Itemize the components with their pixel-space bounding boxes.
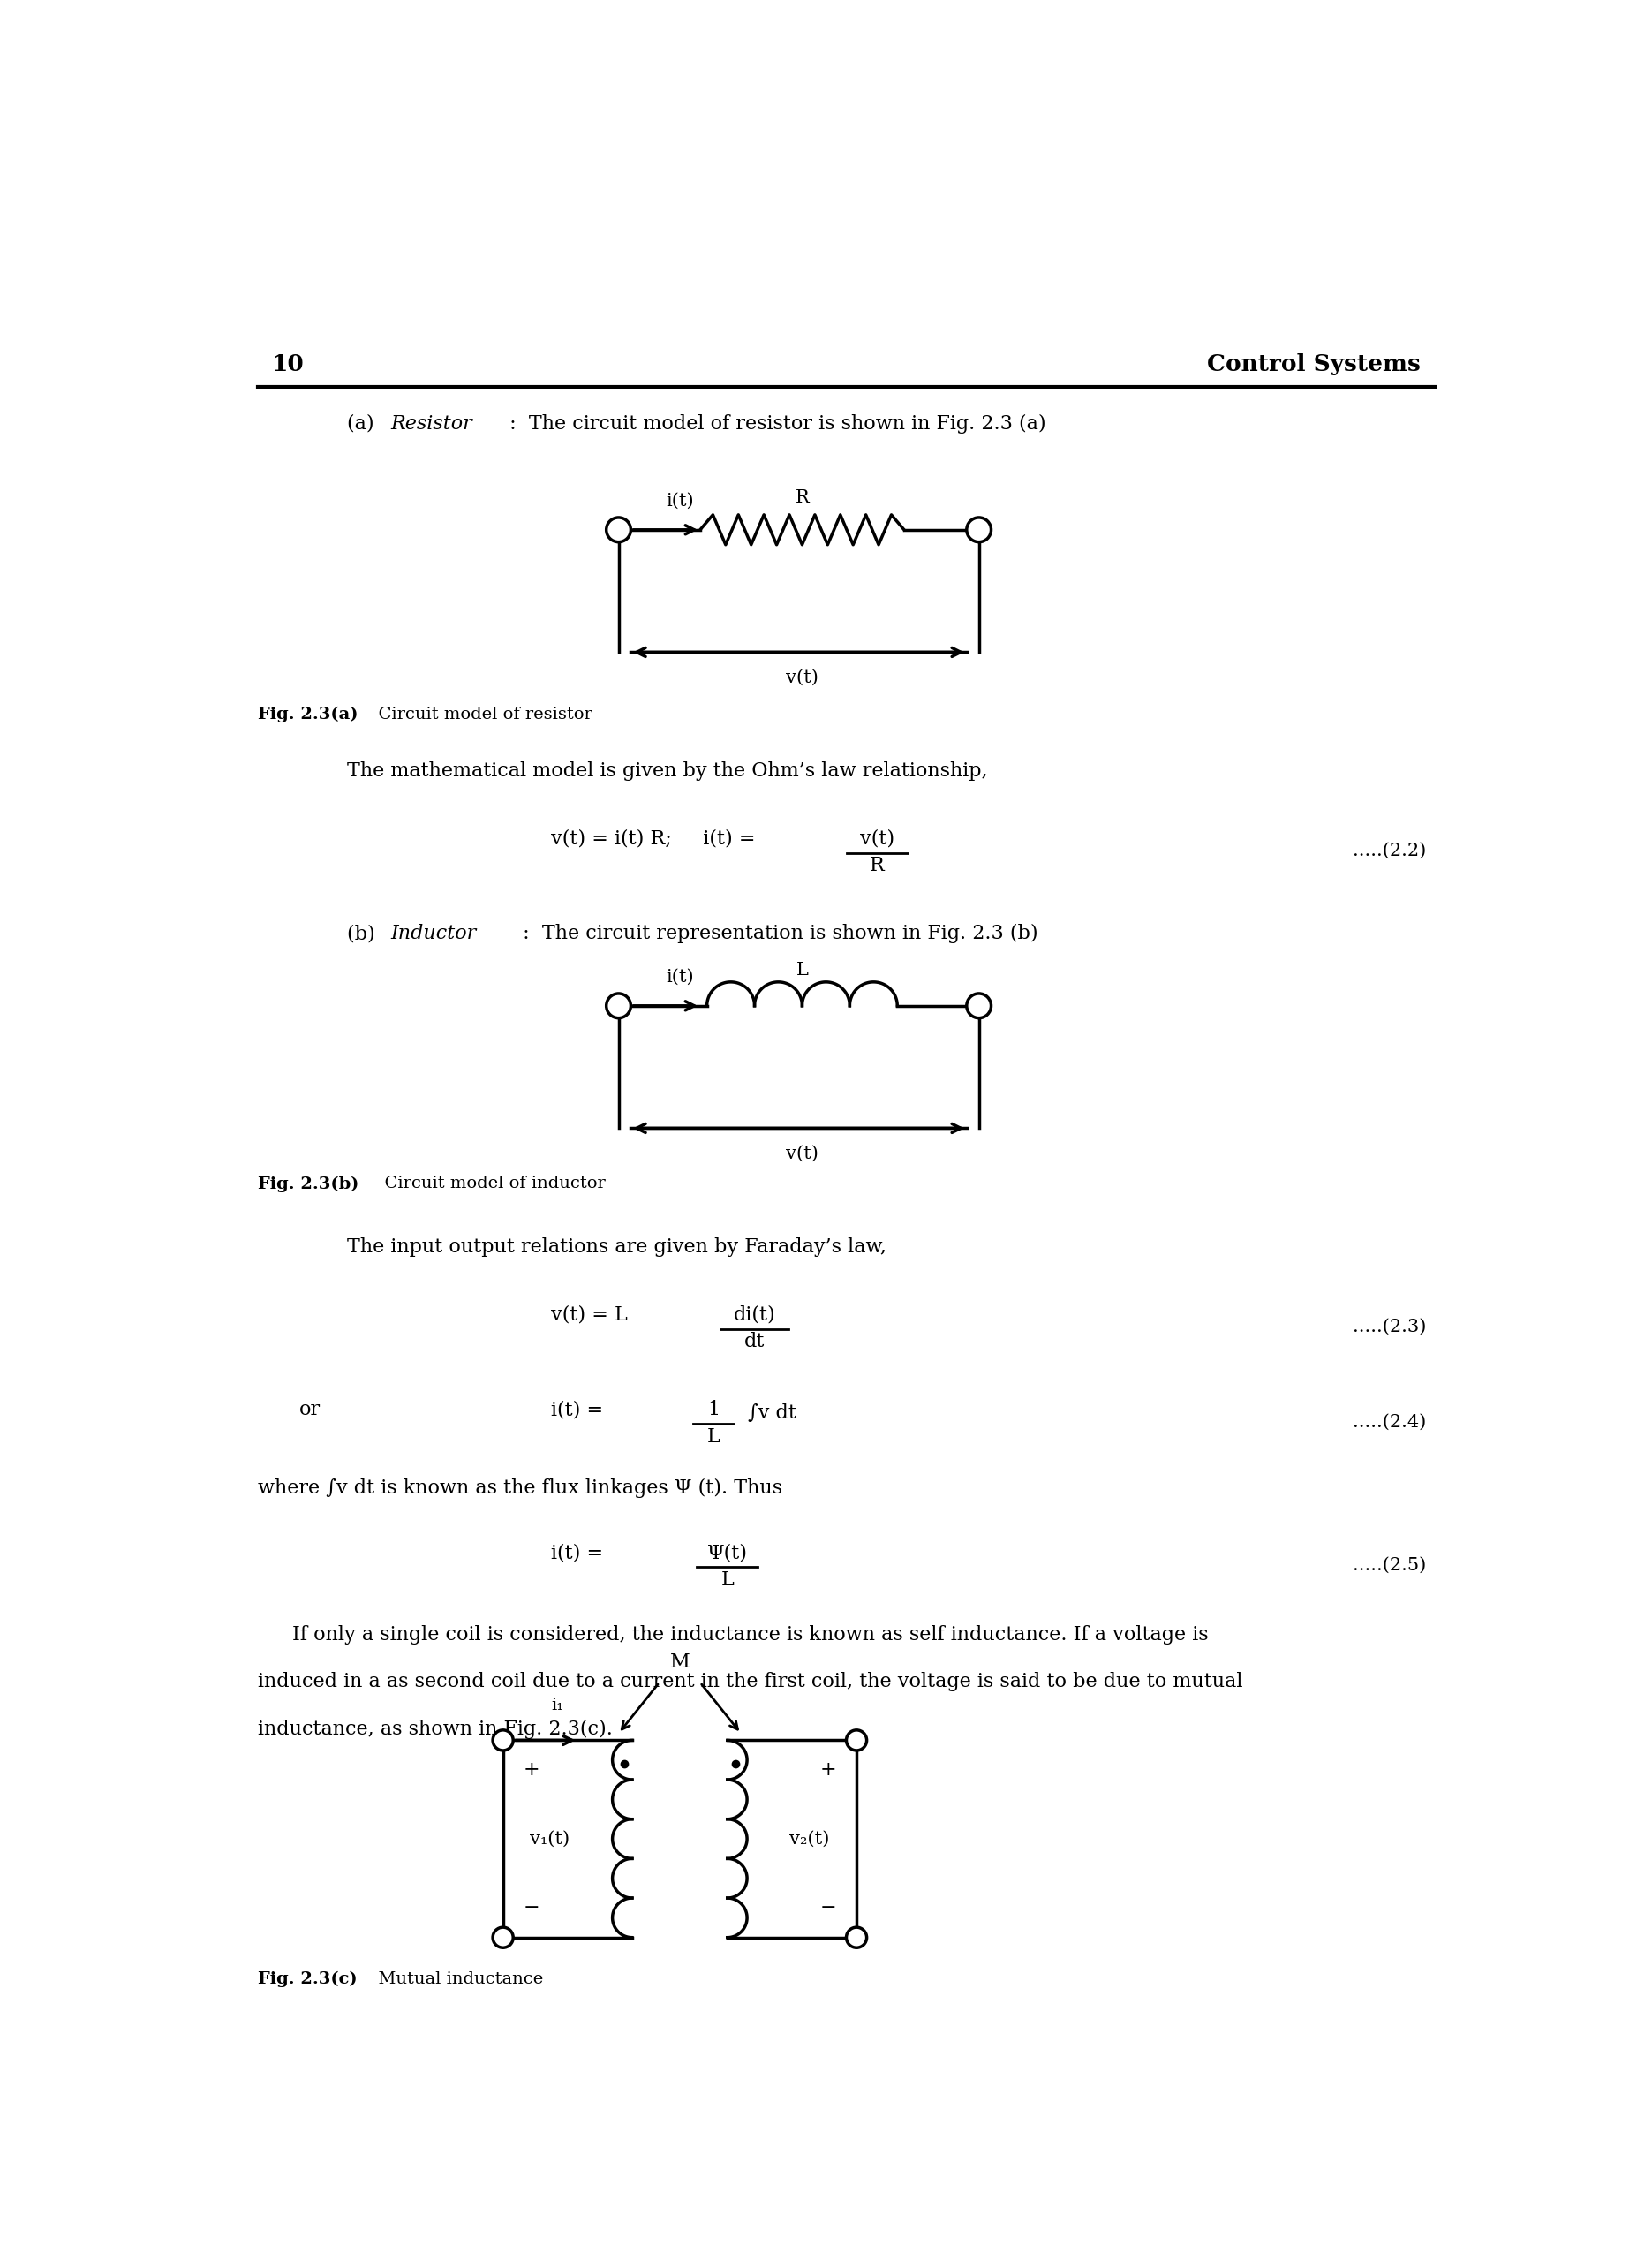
Text: R: R	[795, 488, 809, 506]
Text: i(t): i(t)	[666, 493, 694, 509]
Text: Fig. 2.3(c): Fig. 2.3(c)	[258, 1972, 358, 1987]
Text: 10: 10	[273, 353, 304, 375]
Text: R: R	[869, 857, 884, 875]
Text: L: L	[707, 1427, 720, 1447]
Circle shape	[606, 518, 631, 543]
Text: i(t): i(t)	[666, 968, 694, 986]
Circle shape	[966, 993, 991, 1017]
Text: −: −	[524, 1897, 540, 1917]
Circle shape	[966, 518, 991, 543]
Text: M: M	[669, 1653, 691, 1673]
Circle shape	[492, 1926, 514, 1947]
Text: Circuit model of resistor: Circuit model of resistor	[367, 705, 591, 724]
Text: or: or	[299, 1400, 320, 1420]
Text: .....(2.5): .....(2.5)	[1353, 1556, 1426, 1574]
Text: (a): (a)	[347, 414, 380, 434]
Text: induced in a as second coil due to a current in the first coil, the voltage is s: induced in a as second coil due to a cur…	[258, 1673, 1244, 1691]
Text: Resistor: Resistor	[392, 414, 472, 434]
Text: Inductor: Inductor	[392, 925, 477, 943]
Circle shape	[492, 1730, 514, 1750]
Text: +: +	[524, 1761, 540, 1779]
Text: v(t) = L: v(t) = L	[550, 1305, 633, 1325]
Text: Fig. 2.3(b): Fig. 2.3(b)	[258, 1176, 358, 1192]
Text: dt: dt	[743, 1332, 765, 1352]
Text: v(t): v(t)	[786, 669, 818, 685]
Text: v(t): v(t)	[786, 1146, 818, 1162]
Text: Fig. 2.3(a): Fig. 2.3(a)	[258, 705, 358, 724]
Text: where ∫v dt is known as the flux linkages Ψ (t). Thus: where ∫v dt is known as the flux linkage…	[258, 1479, 783, 1499]
Text: The input output relations are given by Faraday’s law,: The input output relations are given by …	[347, 1237, 885, 1257]
Text: i₁: i₁	[552, 1698, 563, 1714]
Text: ∫v dt: ∫v dt	[748, 1404, 796, 1422]
Text: Circuit model of inductor: Circuit model of inductor	[373, 1176, 606, 1192]
Circle shape	[606, 993, 631, 1017]
Circle shape	[846, 1926, 867, 1947]
Text: (b): (b)	[347, 925, 382, 943]
Text: v(t) = i(t) R;     i(t) =: v(t) = i(t) R; i(t) =	[550, 830, 762, 848]
Text: .....(2.4): .....(2.4)	[1353, 1413, 1426, 1431]
Text: L: L	[720, 1569, 733, 1589]
Text: −: −	[819, 1897, 836, 1917]
Text: Mutual inductance: Mutual inductance	[367, 1972, 544, 1987]
Text: v₂(t): v₂(t)	[790, 1831, 829, 1847]
Text: The mathematical model is given by the Ohm’s law relationship,: The mathematical model is given by the O…	[347, 762, 988, 780]
Text: :  The circuit representation is shown in Fig. 2.3 (b): : The circuit representation is shown in…	[517, 925, 1037, 943]
Text: v₁(t): v₁(t)	[530, 1831, 570, 1847]
Text: :  The circuit model of resistor is shown in Fig. 2.3 (a): : The circuit model of resistor is shown…	[502, 414, 1046, 434]
Text: .....(2.2): .....(2.2)	[1353, 843, 1426, 859]
Text: i(t) =: i(t) =	[550, 1400, 610, 1420]
Text: L: L	[796, 961, 808, 979]
Text: i(t) =: i(t) =	[550, 1542, 610, 1562]
Text: Ψ(t): Ψ(t)	[707, 1542, 748, 1562]
Text: +: +	[819, 1761, 836, 1779]
Text: If only a single coil is considered, the inductance is known as self inductance.: If only a single coil is considered, the…	[292, 1626, 1208, 1644]
Text: Control Systems: Control Systems	[1208, 353, 1421, 375]
Text: v(t): v(t)	[859, 830, 894, 848]
Text: .....(2.3): .....(2.3)	[1353, 1318, 1426, 1336]
Text: 1: 1	[707, 1400, 720, 1420]
Text: di(t): di(t)	[733, 1305, 775, 1325]
Circle shape	[846, 1730, 867, 1750]
Text: inductance, as shown in Fig. 2.3(c).: inductance, as shown in Fig. 2.3(c).	[258, 1721, 613, 1739]
